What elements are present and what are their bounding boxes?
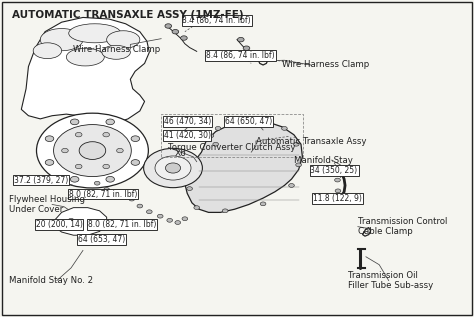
Ellipse shape bbox=[69, 24, 121, 43]
Circle shape bbox=[155, 156, 191, 180]
Circle shape bbox=[296, 163, 301, 167]
Polygon shape bbox=[55, 208, 107, 235]
Text: 8.0 (82, 71 in. lbf): 8.0 (82, 71 in. lbf) bbox=[88, 220, 156, 229]
Circle shape bbox=[131, 160, 140, 165]
Circle shape bbox=[293, 142, 299, 146]
Circle shape bbox=[106, 177, 115, 182]
Circle shape bbox=[215, 126, 221, 130]
Circle shape bbox=[335, 189, 341, 193]
Circle shape bbox=[337, 168, 343, 171]
Text: Wire Harness Clamp: Wire Harness Clamp bbox=[282, 61, 369, 69]
Ellipse shape bbox=[33, 43, 62, 59]
Circle shape bbox=[68, 218, 74, 222]
Text: AUTOMATIC TRANSAXLE ASSY (1MZ-FE): AUTOMATIC TRANSAXLE ASSY (1MZ-FE) bbox=[12, 10, 244, 20]
Circle shape bbox=[208, 134, 214, 138]
Text: 8.4 (86, 74 in. lbf): 8.4 (86, 74 in. lbf) bbox=[182, 16, 251, 25]
Text: 41 (420, 30): 41 (420, 30) bbox=[164, 131, 210, 140]
Circle shape bbox=[157, 214, 163, 218]
Text: 8.0 (82, 71 in. lbf): 8.0 (82, 71 in. lbf) bbox=[69, 190, 137, 198]
Circle shape bbox=[260, 202, 266, 206]
Circle shape bbox=[175, 221, 181, 224]
Circle shape bbox=[94, 181, 100, 185]
Ellipse shape bbox=[107, 31, 140, 49]
Text: 64 (653, 47): 64 (653, 47) bbox=[78, 235, 126, 244]
Circle shape bbox=[187, 187, 192, 191]
Text: X6: X6 bbox=[174, 149, 186, 158]
Text: Flywheel Housing
Under Cover: Flywheel Housing Under Cover bbox=[9, 195, 85, 214]
Circle shape bbox=[165, 163, 181, 173]
Text: 20 (200, 14): 20 (200, 14) bbox=[36, 220, 82, 229]
Circle shape bbox=[54, 125, 131, 177]
Circle shape bbox=[182, 217, 188, 221]
Text: 8.4 (86, 74 in. lbf): 8.4 (86, 74 in. lbf) bbox=[206, 51, 275, 60]
Text: 11.8 (122, 9): 11.8 (122, 9) bbox=[313, 194, 362, 203]
Circle shape bbox=[289, 184, 294, 187]
Circle shape bbox=[165, 24, 172, 28]
Ellipse shape bbox=[102, 45, 130, 59]
Circle shape bbox=[172, 29, 179, 34]
Polygon shape bbox=[21, 17, 149, 125]
Circle shape bbox=[45, 160, 54, 165]
Ellipse shape bbox=[40, 29, 83, 51]
Circle shape bbox=[79, 142, 106, 159]
Circle shape bbox=[282, 126, 287, 130]
Circle shape bbox=[129, 197, 135, 201]
Text: Manifold Stay: Manifold Stay bbox=[294, 156, 353, 165]
Circle shape bbox=[248, 122, 254, 126]
Circle shape bbox=[335, 178, 340, 182]
Text: 37.2 (379, 27): 37.2 (379, 27) bbox=[14, 176, 68, 184]
Text: Torque Converter Clutch Assy: Torque Converter Clutch Assy bbox=[168, 143, 296, 152]
Ellipse shape bbox=[66, 48, 104, 66]
Circle shape bbox=[106, 119, 115, 125]
Text: Manifold Stay No. 2: Manifold Stay No. 2 bbox=[9, 276, 93, 285]
Circle shape bbox=[131, 136, 140, 141]
Circle shape bbox=[75, 164, 82, 169]
Circle shape bbox=[144, 148, 202, 188]
Circle shape bbox=[75, 133, 82, 137]
Circle shape bbox=[104, 188, 109, 191]
Circle shape bbox=[237, 37, 244, 42]
Circle shape bbox=[62, 148, 68, 153]
Circle shape bbox=[137, 204, 143, 208]
Text: Automatic Transaxle Assy: Automatic Transaxle Assy bbox=[256, 137, 366, 146]
Circle shape bbox=[70, 119, 79, 125]
Circle shape bbox=[181, 36, 187, 40]
Circle shape bbox=[74, 224, 80, 228]
Circle shape bbox=[243, 46, 250, 50]
Text: 34 (350, 25): 34 (350, 25) bbox=[310, 166, 357, 175]
Text: Transmission Oil
Filler Tube Sub-assy: Transmission Oil Filler Tube Sub-assy bbox=[348, 271, 434, 290]
Circle shape bbox=[117, 148, 123, 153]
Circle shape bbox=[103, 133, 109, 137]
Circle shape bbox=[117, 192, 122, 196]
Text: 46 (470, 34): 46 (470, 34) bbox=[164, 117, 211, 126]
Polygon shape bbox=[185, 120, 302, 212]
Circle shape bbox=[146, 210, 152, 214]
Text: Transmission Control
Cable Clamp: Transmission Control Cable Clamp bbox=[358, 217, 447, 236]
Circle shape bbox=[213, 142, 219, 146]
Circle shape bbox=[103, 164, 109, 169]
Circle shape bbox=[70, 177, 79, 182]
Circle shape bbox=[222, 209, 228, 213]
Circle shape bbox=[194, 206, 200, 210]
Text: 64 (650, 47): 64 (650, 47) bbox=[225, 117, 273, 126]
Circle shape bbox=[45, 136, 54, 141]
Text: Wire Harness Clamp: Wire Harness Clamp bbox=[73, 45, 161, 54]
Circle shape bbox=[36, 113, 148, 188]
Circle shape bbox=[335, 198, 340, 202]
Circle shape bbox=[167, 218, 173, 222]
